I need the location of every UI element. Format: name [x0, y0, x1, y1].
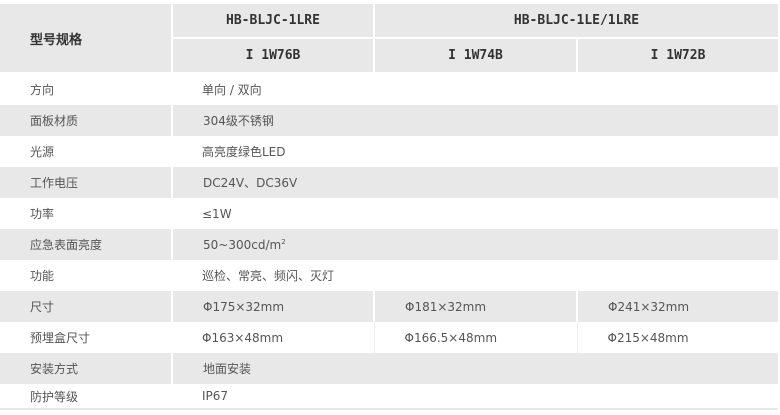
row-label: 光源 — [30, 145, 55, 159]
header-model: I 1W76B — [171, 38, 374, 74]
row-value: 单向 / 双向 — [202, 83, 262, 97]
row-value: 50~300cd/m2 — [170, 229, 779, 260]
header-model: I 1W74B — [373, 38, 577, 74]
header-group-2: HB-BLJC-1LE/1LRE — [372, 4, 779, 39]
row-value: Φ166.5×48mm — [373, 322, 577, 353]
row-value: Φ241×32mm — [575, 291, 779, 322]
table-row: 安装方式 地面安装 — [0, 353, 779, 384]
row-value: ≤1W — [202, 206, 232, 221]
row-label: 安装方式 — [0, 353, 172, 384]
header-row-1: 型号规格 HB-BLJC-1LRE HB-BLJC-1LE/1LRE — [0, 4, 779, 74]
row-label: 功能 — [30, 269, 55, 283]
row-value: Φ181×32mm — [373, 291, 577, 322]
row-value: DC24V、DC36V — [170, 167, 779, 198]
unit-superscript: 2 — [281, 237, 286, 246]
table-row: 工作电压 DC24V、DC36V — [0, 167, 779, 198]
header-model: I 1W72B — [575, 38, 779, 74]
table-row: 应急表面亮度 50~300cd/m2 — [0, 229, 779, 260]
table-row: 尺寸 Φ175×32mm Φ181×32mm Φ241×32mm — [0, 291, 779, 322]
row-value: Φ163×48mm — [202, 330, 284, 345]
row-value: 地面安装 — [170, 353, 779, 384]
header-group-1: HB-BLJC-1LRE — [171, 4, 374, 39]
row-label: 工作电压 — [0, 167, 172, 198]
row-label: 应急表面亮度 — [0, 229, 172, 260]
header-row-2: I 1W76B I 1W74B I 1W72B — [0, 38, 779, 74]
row-value: 高亮度绿色LED — [202, 145, 286, 159]
row-value: 304级不锈钢 — [170, 105, 779, 136]
table-row: 预埋盒尺寸 Φ163×48mm Φ166.5×48mm Φ215×48mm — [0, 322, 779, 353]
row-label: 功率 — [30, 207, 55, 221]
spec-table: 型号规格 HB-BLJC-1LRE HB-BLJC-1LE/1LRE I 1W7… — [0, 4, 779, 410]
brightness-value: 50~300cd/m — [203, 237, 282, 252]
row-label: 面板材质 — [0, 105, 172, 136]
table-row: 面板材质 304级不锈钢 — [0, 105, 779, 136]
row-label: 防护等级 — [0, 384, 172, 410]
table-row: 光源 高亮度绿色LED — [0, 136, 778, 167]
row-value: IP67 — [172, 384, 779, 410]
table-row: 功能 巡检、常亮、频闪、灭灯 — [0, 260, 778, 291]
row-value: 巡检、常亮、频闪、灭灯 — [202, 269, 335, 283]
row-value: Φ175×32mm — [171, 291, 374, 322]
row-label: 预埋盒尺寸 — [30, 331, 91, 345]
table-row: 防护等级 IP67 — [0, 384, 779, 410]
table-row: 功率 ≤1W — [0, 198, 778, 229]
table-row: 方向 单向 / 双向 — [0, 73, 778, 105]
row-label: 方向 — [30, 83, 55, 97]
row-value: Φ215×48mm — [576, 322, 779, 353]
header-label: 型号规格 — [0, 4, 172, 74]
row-label: 尺寸 — [0, 291, 172, 322]
